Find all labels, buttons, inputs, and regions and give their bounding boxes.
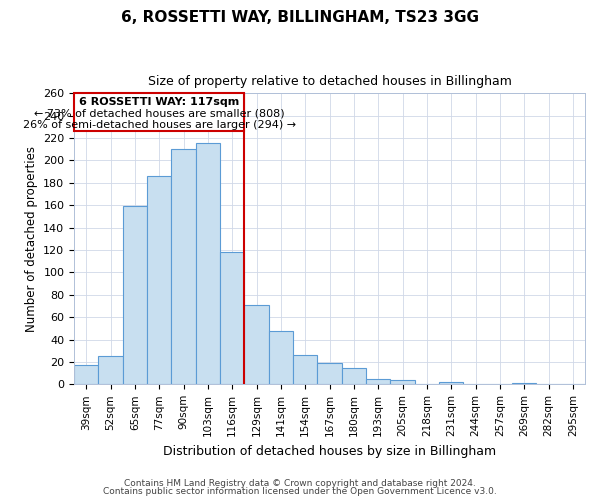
Bar (172, 150, 196, 384)
Bar (341, 368, 366, 384)
Bar (317, 363, 341, 384)
Text: 6, ROSSETTI WAY, BILLINGHAM, TS23 3GG: 6, ROSSETTI WAY, BILLINGHAM, TS23 3GG (121, 10, 479, 25)
Text: 26% of semi-detached houses are larger (294) →: 26% of semi-detached houses are larger (… (23, 120, 296, 130)
Bar (123, 206, 147, 384)
Text: Contains HM Land Registry data © Crown copyright and database right 2024.: Contains HM Land Registry data © Crown c… (124, 478, 476, 488)
Bar (391, 380, 415, 384)
FancyBboxPatch shape (74, 94, 244, 132)
Bar (220, 252, 244, 384)
Bar (512, 383, 536, 384)
Bar (74, 366, 98, 384)
Bar (439, 382, 463, 384)
Text: Contains public sector information licensed under the Open Government Licence v3: Contains public sector information licen… (103, 487, 497, 496)
Bar (293, 355, 317, 384)
Bar (196, 142, 220, 384)
Bar (269, 330, 293, 384)
Bar (147, 176, 172, 384)
X-axis label: Distribution of detached houses by size in Billingham: Distribution of detached houses by size … (163, 444, 496, 458)
Text: ← 73% of detached houses are smaller (808): ← 73% of detached houses are smaller (80… (34, 108, 284, 118)
Bar (98, 356, 123, 384)
Bar (366, 378, 391, 384)
Y-axis label: Number of detached properties: Number of detached properties (25, 146, 38, 332)
Title: Size of property relative to detached houses in Billingham: Size of property relative to detached ho… (148, 75, 511, 88)
Text: 6 ROSSETTI WAY: 117sqm: 6 ROSSETTI WAY: 117sqm (79, 96, 239, 106)
Bar (244, 305, 269, 384)
